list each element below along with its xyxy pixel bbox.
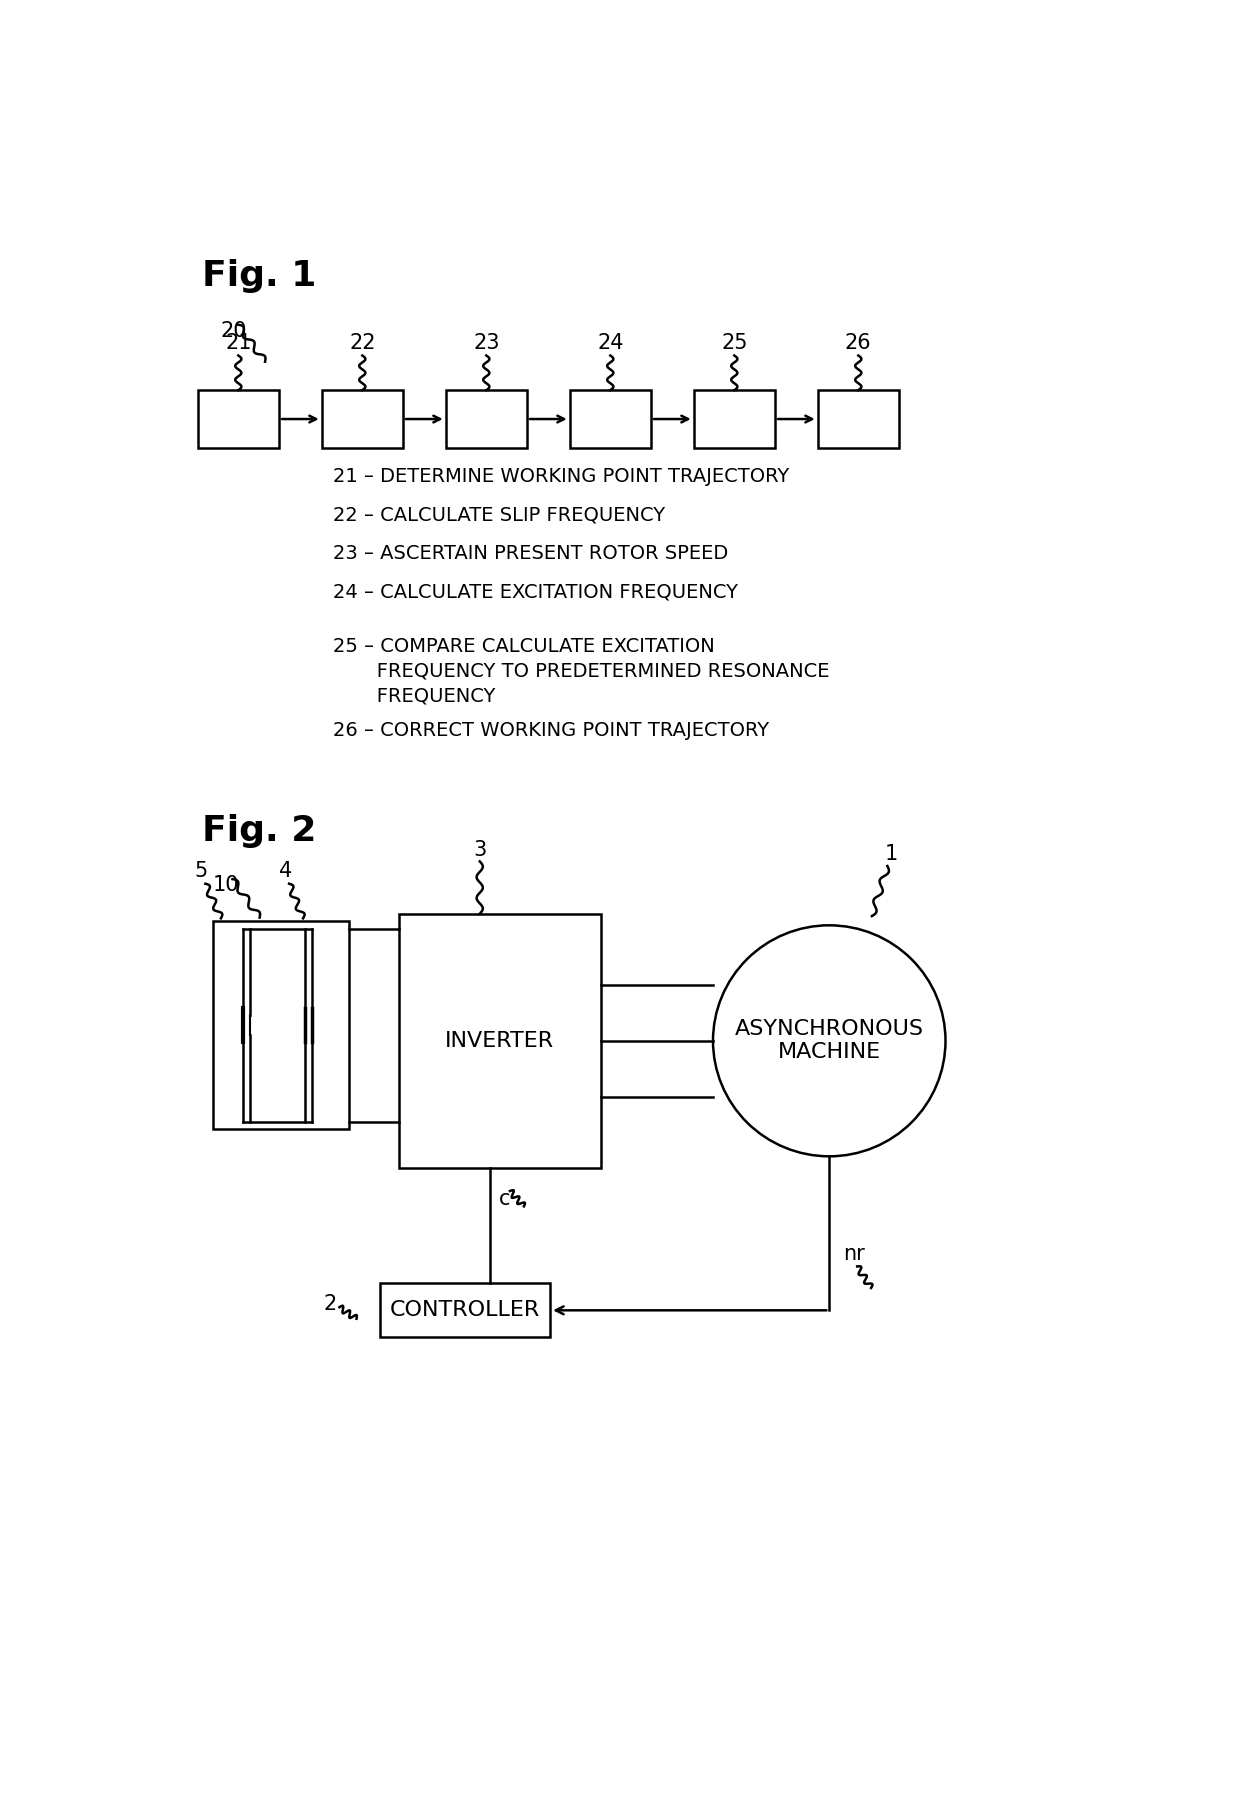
Text: 21 – DETERMINE WORKING POINT TRAJECTORY: 21 – DETERMINE WORKING POINT TRAJECTORY [334, 468, 790, 486]
Bar [197, 390, 279, 448]
Bar [817, 390, 899, 448]
Text: 24 – CALCULATE EXCITATION FREQUENCY: 24 – CALCULATE EXCITATION FREQUENCY [334, 582, 738, 602]
Text: c: c [498, 1190, 511, 1210]
Bar [569, 390, 651, 448]
Text: 26 – CORRECT WORKING POINT TRAJECTORY: 26 – CORRECT WORKING POINT TRAJECTORY [334, 722, 769, 740]
Text: nr: nr [843, 1244, 866, 1264]
Bar [693, 390, 775, 448]
Text: 25 – COMPARE CALCULATE EXCITATION
       FREQUENCY TO PREDETERMINED RESONANCE
  : 25 – COMPARE CALCULATE EXCITATION FREQUE… [334, 637, 830, 706]
Text: 21: 21 [226, 334, 252, 354]
Text: 25: 25 [722, 334, 748, 354]
Bar [399, 914, 600, 1168]
Text: 20: 20 [221, 321, 247, 341]
Text: 3: 3 [474, 840, 486, 860]
Circle shape [713, 925, 945, 1156]
Bar [445, 390, 527, 448]
Bar [213, 922, 348, 1130]
Text: 10: 10 [213, 876, 239, 896]
Text: 5: 5 [195, 862, 208, 882]
Text: 1: 1 [884, 844, 898, 863]
Bar [321, 390, 403, 448]
Text: ASYNCHRONOUS
MACHINE: ASYNCHRONOUS MACHINE [735, 1019, 924, 1063]
Text: 24: 24 [598, 334, 624, 354]
Text: Fig. 2: Fig. 2 [201, 814, 316, 847]
Text: 26: 26 [844, 334, 872, 354]
Text: 23: 23 [474, 334, 500, 354]
Text: 2: 2 [324, 1293, 337, 1313]
Text: 23 – ASCERTAIN PRESENT ROTOR SPEED: 23 – ASCERTAIN PRESENT ROTOR SPEED [334, 544, 729, 562]
Text: INVERTER: INVERTER [445, 1030, 554, 1050]
Bar [379, 1282, 551, 1337]
Text: 4: 4 [279, 862, 291, 882]
Text: CONTROLLER: CONTROLLER [389, 1301, 541, 1321]
Text: Fig. 1: Fig. 1 [201, 259, 316, 294]
Text: 22: 22 [350, 334, 376, 354]
Text: 22 – CALCULATE SLIP FREQUENCY: 22 – CALCULATE SLIP FREQUENCY [334, 506, 666, 524]
